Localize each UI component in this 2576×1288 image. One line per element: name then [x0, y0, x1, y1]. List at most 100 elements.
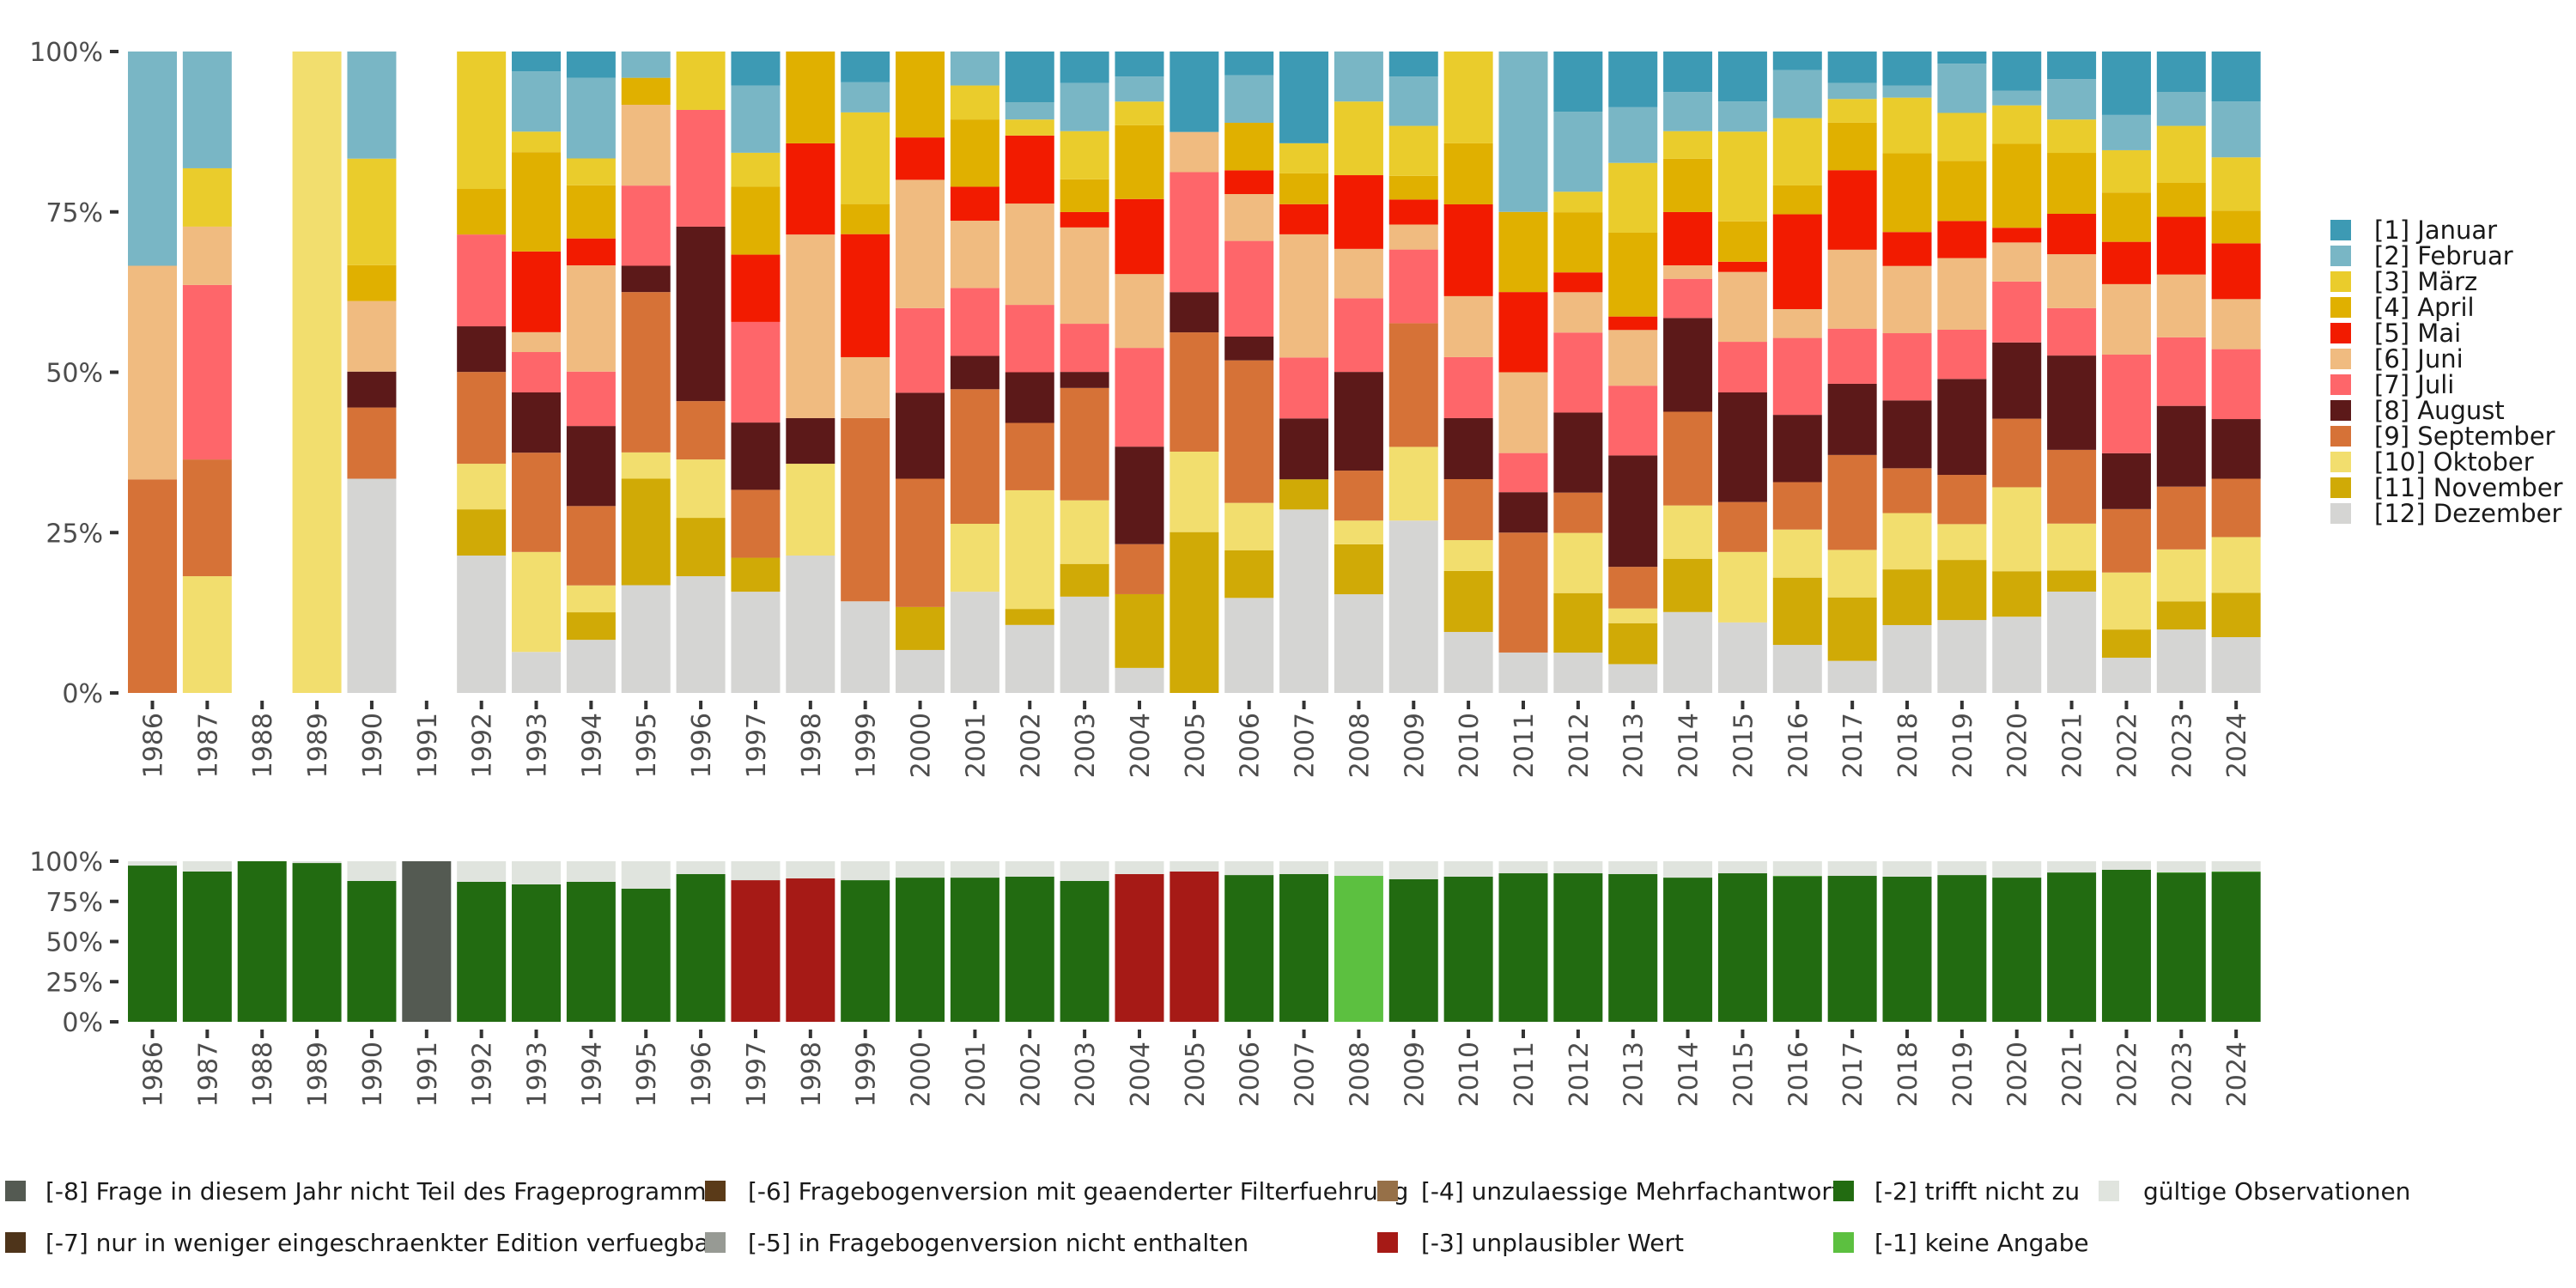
bar-segment: [566, 238, 616, 265]
legend-label: [5] Mai: [2374, 319, 2461, 348]
bar-segment: [457, 234, 507, 327]
bar-segment: [676, 109, 726, 227]
bar-segment: [1882, 861, 1932, 877]
bar-segment: [512, 652, 562, 693]
legend-label: [-5] in Fragebogenversion nicht enthalte…: [748, 1229, 1249, 1257]
bar-segment: [1663, 92, 1713, 131]
bar-segment: [1170, 52, 1219, 132]
bar-segment: [841, 601, 890, 693]
bar-segment: [1115, 667, 1164, 693]
bar-segment: [621, 292, 671, 453]
bar-segment: [896, 878, 945, 1022]
bar-segment: [2211, 210, 2261, 244]
bar-segment: [1115, 198, 1164, 275]
bar-segment: [1827, 383, 1877, 455]
bar-segment: [621, 77, 671, 106]
bar-segment: [896, 52, 945, 138]
bar-segment: [950, 221, 999, 289]
bar-segment: [128, 265, 177, 480]
bar-segment: [1772, 577, 1822, 646]
bar-segment: [1827, 328, 1877, 384]
bar-segment: [1224, 861, 1274, 876]
bar-segment: [1170, 861, 1219, 872]
bar-segment: [621, 452, 671, 479]
bar-segment: [347, 407, 397, 479]
bar-segment: [1717, 551, 1767, 623]
bar-segment: [676, 226, 726, 402]
bar-segment: [1772, 876, 1822, 877]
bar-segment: [1717, 261, 1767, 272]
bar-segment: [1882, 400, 1932, 469]
y-tick-label: 25%: [46, 968, 103, 998]
bar-segment: [1060, 227, 1109, 325]
bar-segment: [1443, 204, 1493, 296]
bar-segment: [1608, 386, 1658, 456]
bar-segment: [1717, 622, 1767, 693]
bar-segment: [1937, 875, 1987, 1022]
bar-segment: [1827, 249, 1877, 329]
bar-segment: [1224, 123, 1274, 171]
bar-segment: [2101, 114, 2151, 150]
bar-segment: [2156, 872, 2206, 873]
bar-segment: [457, 881, 507, 1022]
bar-segment: [1060, 596, 1109, 693]
x-tick-label: 1987: [193, 1042, 223, 1107]
bar-segment: [731, 85, 781, 153]
bar-segment: [1334, 471, 1383, 521]
bar-segment: [402, 861, 452, 1022]
bar-segment: [457, 52, 507, 190]
legend-label: [-4] unzulaessige Mehrfachantwort: [1421, 1177, 1841, 1206]
bar-segment: [1443, 417, 1493, 479]
legend-swatch: [5, 1232, 26, 1253]
bar-segment: [1608, 52, 1658, 107]
bar-segment: [1992, 861, 2042, 878]
bar-segment: [1224, 598, 1274, 693]
bar-segment: [1115, 447, 1164, 544]
x-tick-label: 2005: [1181, 713, 1211, 778]
bar-segment: [1443, 295, 1493, 357]
bar-segment: [1772, 529, 1822, 578]
bar-segment: [1882, 468, 1932, 513]
bar-segment: [731, 422, 781, 490]
x-tick-label: 1991: [413, 1042, 443, 1107]
bar-segment: [1553, 191, 1603, 213]
bar-segment: [1334, 298, 1383, 373]
y-tick-label: 0%: [62, 679, 103, 709]
bar-segment: [347, 158, 397, 265]
bar-segment: [1827, 52, 1877, 83]
bar-segment: [1992, 105, 2042, 144]
bar-segment: [512, 152, 562, 252]
legend-swatch: [2330, 349, 2351, 369]
bar-segment: [128, 52, 177, 266]
bar-segment: [2156, 601, 2206, 630]
bar-segment: [2047, 254, 2097, 308]
bar-segment: [1992, 52, 2042, 91]
bar-segment: [2156, 629, 2206, 693]
bar-segment: [1608, 316, 1658, 331]
bar-segment: [1060, 52, 1109, 83]
bar-segment: [512, 551, 562, 653]
x-tick-label: 2017: [1838, 713, 1868, 778]
bar-segment: [1279, 234, 1329, 358]
bar-segment: [2047, 523, 2097, 571]
bar-segment: [676, 576, 726, 693]
bar-segment: [1937, 861, 1987, 876]
bar-segment: [182, 861, 232, 872]
bar-segment: [1663, 131, 1713, 159]
x-tick-label: 2013: [1619, 713, 1649, 778]
bar-segment: [731, 861, 781, 881]
bar-segment: [786, 555, 835, 693]
bar-segment: [1060, 500, 1109, 564]
bar-segment: [1882, 333, 1932, 401]
bar-segment: [1663, 861, 1713, 878]
x-tick-label: 2006: [1236, 713, 1266, 778]
bar-segment: [2211, 243, 2261, 300]
bar-segment: [1170, 292, 1219, 333]
bar-segment: [1992, 617, 2042, 693]
bar-segment: [950, 52, 999, 86]
bar-segment: [1992, 878, 2042, 1022]
bar-segment: [731, 592, 781, 693]
bar-segment: [2156, 486, 2206, 550]
bar-segment: [1882, 52, 1932, 86]
top-y-axis: 0% 25% 50% 75% 100%: [29, 38, 118, 709]
